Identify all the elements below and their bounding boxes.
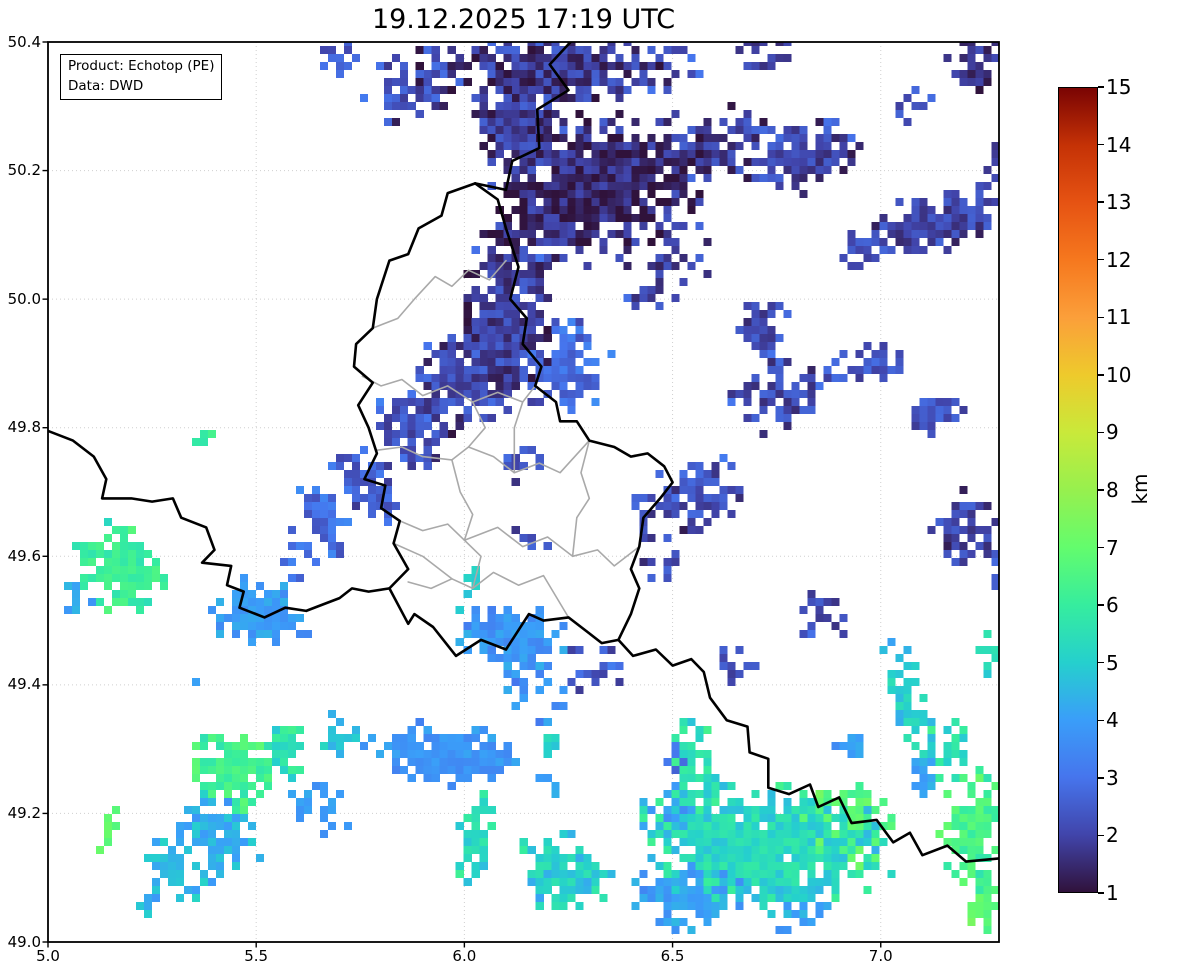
colorbar-tick: [1098, 431, 1104, 434]
page-title: 19.12.2025 17:19 UTC: [371, 4, 676, 35]
colorbar-tick: [1098, 719, 1104, 722]
colorbar-tick-label: 15: [1106, 75, 1132, 99]
colorbar-tick: [1098, 546, 1104, 549]
radar-pixels: [64, 42, 999, 935]
colorbar-tick: [1098, 892, 1104, 894]
colorbar-tick-label: 7: [1106, 535, 1119, 560]
colorbar-tick: [1098, 604, 1104, 606]
x-tick-label: 6.5: [660, 947, 685, 965]
colorbar-tick: [1098, 489, 1104, 491]
colorbar: [1058, 87, 1098, 893]
plot-frame: [47, 41, 1000, 943]
colorbar-tick: [1098, 201, 1104, 203]
colorbar-tick-label: 4: [1106, 708, 1119, 733]
axis-ticks: [42, 41, 882, 948]
colorbar-tick-label: 11: [1106, 305, 1132, 330]
y-tick-label: 50.4: [7, 32, 41, 51]
colorbar-tick-label: 12: [1106, 247, 1132, 272]
colorbar-tick: [1098, 143, 1104, 146]
y-tick-label: 49.0: [7, 932, 41, 951]
data-source-label: Data: DWD: [68, 77, 144, 94]
colorbar-tick-label: 9: [1106, 420, 1119, 445]
y-tick-label: 49.4: [7, 675, 41, 694]
x-tick-label: 7.0: [868, 947, 893, 965]
colorbar-tick: [1098, 258, 1104, 261]
y-tick-label: 50.2: [7, 161, 41, 180]
colorbar-tick-label: 2: [1106, 823, 1119, 848]
colorbar-tick-label: 5: [1106, 650, 1119, 675]
colorbar-tick-label: 6: [1106, 593, 1119, 618]
y-tick-label: 50.0: [7, 289, 41, 308]
colorbar-tick: [1098, 316, 1104, 319]
country-borders: [48, 42, 999, 863]
y-tick-label: 49.6: [7, 546, 41, 565]
x-tick-label: 6.0: [452, 947, 477, 965]
x-tick-label: 5.5: [244, 947, 269, 965]
y-tick-label: 49.2: [7, 803, 41, 822]
colorbar-tick-label: 10: [1106, 362, 1132, 387]
product-info-box: Product: Echotop (PE) Data: DWD: [60, 54, 223, 101]
colorbar-tick: [1098, 374, 1104, 376]
colorbar-unit-label: km: [1128, 473, 1152, 505]
colorbar-tick-label: 14: [1106, 132, 1132, 157]
colorbar-tick-label: 13: [1106, 190, 1132, 215]
colorbar-tick: [1098, 834, 1104, 837]
colorbar-tick-label: 3: [1106, 765, 1119, 790]
colorbar-tick: [1098, 777, 1104, 779]
product-label: Product: Echotop (PE): [68, 58, 215, 74]
x-tick-label: 5.0: [36, 947, 60, 965]
y-tick-label: 49.8: [7, 418, 41, 437]
colorbar-tick: [1098, 661, 1104, 664]
colorbar-tick-label: 1: [1106, 881, 1119, 905]
colorbar-tick: [1098, 86, 1104, 88]
region-borders: [361, 259, 641, 619]
colorbar-tick-label: 8: [1106, 478, 1119, 502]
